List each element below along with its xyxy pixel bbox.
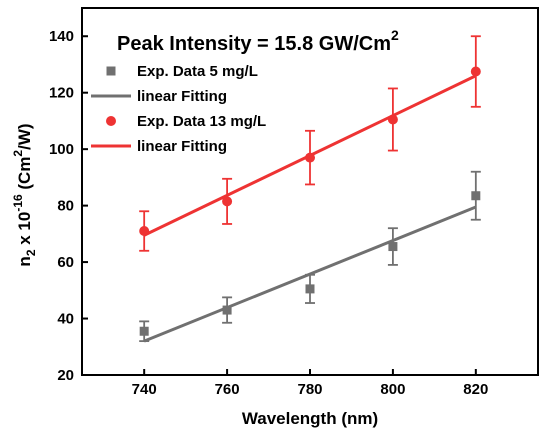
legend-label: Exp. Data 5 mg/L bbox=[137, 63, 258, 80]
y-tick-label: 140 bbox=[49, 28, 74, 45]
data-point bbox=[470, 66, 481, 77]
data-point bbox=[139, 326, 149, 336]
y-tick-label: 40 bbox=[57, 311, 74, 328]
legend: Exp. Data 5 mg/L linear Fitting Exp. Data … bbox=[91, 63, 266, 155]
legend-label: linear Fitting bbox=[137, 88, 227, 105]
x-tick-label: 740 bbox=[132, 381, 157, 398]
x-axis-ticks: 740 760 780 800 820 bbox=[132, 369, 488, 398]
y-tick-label: 60 bbox=[57, 254, 74, 271]
data-point bbox=[222, 196, 233, 207]
series-layer bbox=[139, 35, 481, 343]
y-tick-label: 100 bbox=[49, 141, 74, 158]
legend-label: Exp. Data 13 mg/L bbox=[137, 113, 266, 130]
chart-title: Peak Intensity = 15.8 GW/Cm2 bbox=[117, 27, 399, 55]
x-tick-label: 820 bbox=[463, 381, 488, 398]
legend-swatch-square bbox=[106, 66, 116, 76]
data-point bbox=[305, 284, 315, 294]
x-tick-label: 800 bbox=[380, 381, 405, 398]
legend-swatch-circle bbox=[106, 116, 116, 126]
data-point bbox=[387, 114, 398, 125]
data-point bbox=[222, 305, 232, 315]
data-point bbox=[139, 226, 150, 237]
data-point bbox=[388, 242, 398, 252]
y-tick-label: 20 bbox=[57, 367, 74, 384]
data-point bbox=[471, 191, 481, 201]
x-tick-label: 780 bbox=[297, 381, 322, 398]
y-tick-label: 80 bbox=[57, 198, 74, 215]
x-axis-title: Wavelength (nm) bbox=[242, 409, 378, 428]
y-axis-title: n2 x 10-16 (Cm2/W) bbox=[11, 123, 38, 266]
data-point bbox=[305, 152, 315, 163]
x-tick-label: 760 bbox=[215, 381, 240, 398]
y-tick-label: 120 bbox=[49, 85, 74, 102]
legend-label: linear Fitting bbox=[137, 138, 227, 155]
y-axis-ticks: 20 40 60 80 100 120 140 bbox=[49, 28, 88, 384]
